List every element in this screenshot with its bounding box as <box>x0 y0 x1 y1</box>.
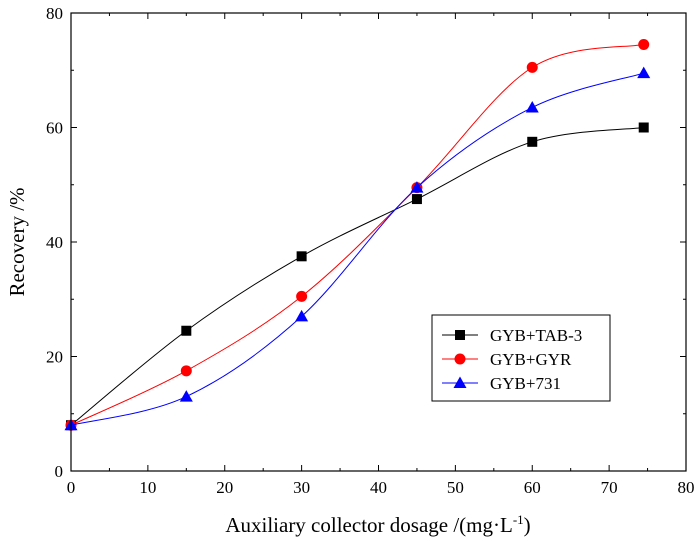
data-point-gyb-731 <box>295 309 309 322</box>
legend-label-gyb-731: GYB+731 <box>490 374 561 393</box>
data-point-gyb-gyr <box>526 61 538 73</box>
y-tick-label: 20 <box>46 348 63 367</box>
data-point-gyb-731 <box>179 390 193 402</box>
data-point-gyb-tab-3 <box>411 194 422 205</box>
y-tick-label: 80 <box>46 4 63 23</box>
data-point-gyb-tab-3 <box>181 325 192 336</box>
data-point-gyb-731 <box>410 181 424 193</box>
y-tick-label: 0 <box>55 462 64 481</box>
plot-frame <box>70 12 687 472</box>
x-axis-title-main: Auxiliary collector dosage /(mg·L <box>225 513 513 537</box>
x-axis-title-superscript: -1 <box>513 512 524 527</box>
legend: GYB+TAB-3 GYB+GYR GYB+731 <box>431 314 611 402</box>
axes-layer: 0 10 20 30 40 50 60 70 80 0 20 40 60 80 <box>46 4 695 497</box>
data-point-gyb-tab-3 <box>296 251 307 262</box>
x-tick-label: 60 <box>524 478 541 497</box>
y-tick-label: 40 <box>46 233 63 252</box>
legend-label-gyb-tab-3: GYB+TAB-3 <box>490 326 582 345</box>
y-axis-title: Recovery /% <box>5 187 29 296</box>
x-tick-label: 50 <box>447 478 464 497</box>
legend-marker-gyb-731 <box>453 376 467 388</box>
x-axis-title-suffix: ) <box>524 513 531 537</box>
data-point-gyb-731 <box>525 100 539 113</box>
data-point-gyb-gyr <box>296 290 308 302</box>
plot-layer <box>64 38 651 431</box>
series-gyb-731 <box>64 66 651 431</box>
legend-label-gyb-gyr: GYB+GYR <box>490 350 572 369</box>
data-point-gyb-gyr <box>638 38 650 50</box>
data-point-gyb-tab-3 <box>527 136 538 147</box>
x-tick-label: 70 <box>601 478 618 497</box>
x-tick-label: 10 <box>139 478 156 497</box>
data-point-gyb-gyr <box>180 365 192 377</box>
x-tick-label: 30 <box>293 478 310 497</box>
x-tick-label: 20 <box>216 478 233 497</box>
data-point-gyb-tab-3 <box>638 122 649 133</box>
legend-marker-gyb-gyr <box>454 353 466 365</box>
x-tick-label: 0 <box>67 478 76 497</box>
x-tick-label: 80 <box>678 478 695 497</box>
y-tick-label: 60 <box>46 119 63 138</box>
legend-marker-gyb-tab-3 <box>455 330 465 340</box>
data-point-gyb-731 <box>637 66 651 79</box>
x-axis-title: Auxiliary collector dosage /(mg·L-1) <box>225 512 530 537</box>
x-tick-label: 40 <box>370 478 387 497</box>
